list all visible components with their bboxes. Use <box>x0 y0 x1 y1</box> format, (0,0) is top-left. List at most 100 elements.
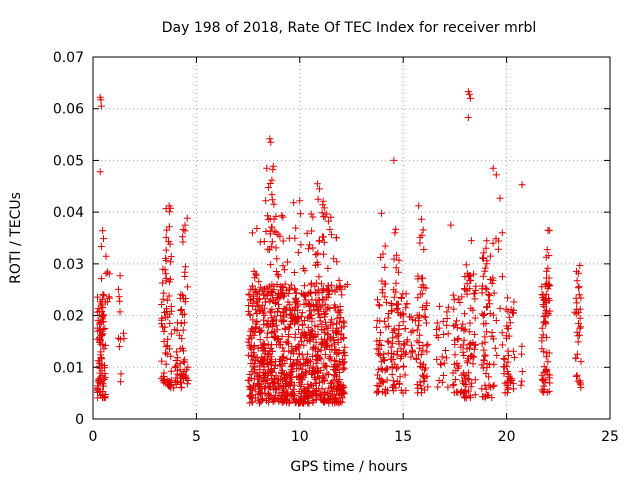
data-point <box>311 289 319 296</box>
data-point <box>101 364 109 372</box>
data-point <box>249 299 257 307</box>
data-point <box>375 388 383 395</box>
data-point <box>298 309 306 317</box>
data-point <box>267 314 275 322</box>
data-point <box>300 385 308 393</box>
data-point <box>300 282 308 290</box>
data-point <box>272 268 280 275</box>
data-point <box>399 290 407 298</box>
data-point <box>180 358 188 366</box>
data-point <box>420 373 427 381</box>
data-point <box>181 373 189 381</box>
x-tick-label: 10 <box>291 429 309 445</box>
data-point <box>378 377 386 385</box>
data-point <box>115 343 123 351</box>
data-point <box>312 279 320 287</box>
data-point <box>542 320 550 328</box>
data-point <box>451 341 459 348</box>
data-point <box>162 349 169 357</box>
data-point <box>96 378 104 386</box>
data-point <box>99 313 106 321</box>
data-point <box>409 327 417 335</box>
data-point <box>481 351 489 359</box>
data-point <box>327 318 335 326</box>
data-point <box>287 281 295 289</box>
data-point <box>167 352 175 360</box>
data-point <box>325 217 333 225</box>
data-point <box>471 376 479 384</box>
data-point <box>314 368 322 376</box>
data-point <box>442 347 449 354</box>
x-tick-label: 5 <box>192 429 201 445</box>
data-point <box>245 291 253 299</box>
data-point <box>545 349 553 357</box>
data-point <box>281 359 289 367</box>
data-point <box>279 213 287 221</box>
data-point <box>483 285 491 293</box>
data-point <box>420 246 428 253</box>
data-point <box>504 370 512 378</box>
data-point <box>298 337 306 345</box>
data-point <box>542 367 550 374</box>
data-point <box>334 336 342 344</box>
data-point <box>319 286 327 294</box>
data-point <box>327 213 335 221</box>
data-point <box>299 290 307 298</box>
data-point <box>480 346 488 354</box>
data-point <box>184 283 192 291</box>
data-point <box>383 376 391 384</box>
data-point <box>491 344 499 352</box>
data-point <box>518 181 526 189</box>
data-point <box>294 342 302 350</box>
data-point <box>486 292 493 300</box>
data-point <box>453 388 461 396</box>
data-point <box>384 314 392 322</box>
data-point <box>462 261 470 269</box>
data-point <box>160 289 168 297</box>
data-point <box>504 347 512 355</box>
data-point <box>466 392 474 400</box>
data-point <box>311 282 319 290</box>
data-point <box>302 368 310 376</box>
data-point <box>273 255 281 263</box>
data-point <box>478 289 486 297</box>
data-point <box>286 324 293 332</box>
y-axis-label: ROTI / TECUs <box>8 192 24 284</box>
data-point <box>573 305 581 313</box>
data-point <box>450 296 458 304</box>
data-point <box>101 325 109 332</box>
data-point <box>392 279 400 287</box>
data-point <box>382 280 390 288</box>
data-point <box>116 297 124 305</box>
data-point <box>479 254 486 262</box>
data-point <box>433 355 441 363</box>
data-point <box>542 290 550 298</box>
data-point <box>268 223 275 231</box>
data-point <box>575 283 583 291</box>
data-point <box>392 225 400 233</box>
data-point <box>306 241 314 249</box>
data-point <box>373 323 381 331</box>
data-point <box>480 356 488 364</box>
data-point <box>279 262 287 270</box>
data-point <box>483 260 491 268</box>
data-point <box>324 264 332 272</box>
data-point <box>389 356 397 363</box>
data-point <box>318 385 326 393</box>
data-point <box>163 350 171 358</box>
data-point <box>506 379 514 387</box>
data-point <box>439 317 447 325</box>
data-point <box>539 376 547 384</box>
data-point <box>270 320 278 328</box>
data-point <box>383 298 390 306</box>
data-point <box>320 233 327 241</box>
data-point <box>374 296 381 304</box>
data-point <box>379 354 387 362</box>
data-point <box>160 338 168 345</box>
data-point <box>451 321 459 329</box>
x-tick-label: 0 <box>89 429 98 445</box>
axis-ticks <box>92 56 611 420</box>
data-point <box>422 284 430 292</box>
y-tick-label: 0.06 <box>53 102 84 118</box>
data-point <box>377 379 385 387</box>
